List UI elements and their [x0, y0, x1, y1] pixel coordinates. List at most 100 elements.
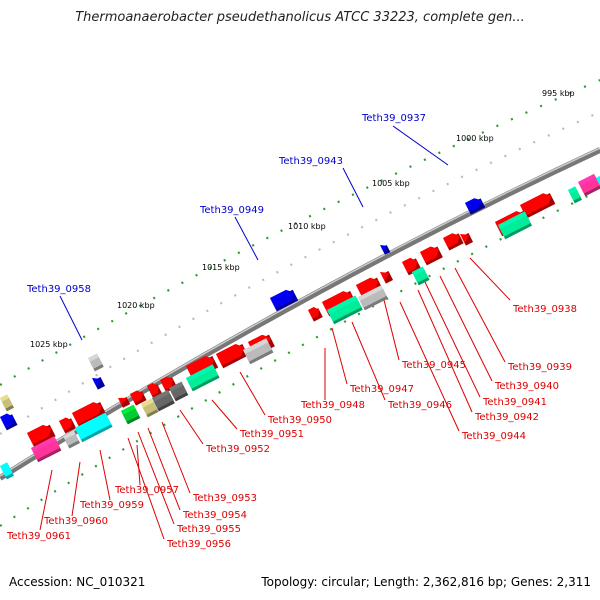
gene-feature[interactable] [568, 186, 582, 204]
gene-feature[interactable] [465, 196, 486, 215]
gene-label[interactable]: Teth39_0948 [300, 400, 365, 411]
gene-label[interactable]: Teth39_0957 [114, 485, 179, 496]
gene-feature[interactable] [118, 394, 131, 408]
gene-label[interactable]: Teth39_0944 [461, 431, 526, 442]
gene-feature[interactable] [88, 353, 104, 372]
scale-tick-label: 1025 kbp [30, 340, 68, 349]
gene-feature[interactable] [27, 422, 56, 448]
gene-feature[interactable] [308, 305, 323, 322]
scale-tick-label: 1005 kbp [372, 179, 410, 188]
gene-feature[interactable] [63, 430, 81, 449]
leader-line [39, 469, 53, 531]
gene-feature[interactable] [460, 230, 474, 246]
gene-feature[interactable] [443, 231, 464, 251]
gene-labels[interactable]: Teth39_0937 Teth39_0943 Teth39_0949 Teth39_… [6, 113, 577, 550]
gene-feature[interactable] [520, 190, 556, 219]
accession-text: Accession: NC_010321 [9, 575, 146, 589]
gene-label[interactable]: Teth39_0960 [43, 516, 108, 527]
leader-line [469, 257, 511, 301]
leader-line [439, 275, 493, 382]
gene-feature[interactable] [243, 338, 274, 365]
gene-feature[interactable] [0, 462, 14, 480]
leader-line [211, 399, 238, 430]
gene-feature[interactable] [169, 381, 189, 402]
gene-feature[interactable] [31, 436, 62, 463]
leader-line [136, 444, 141, 486]
scale-tick-label: 1015 kbp [202, 263, 240, 272]
gene-label[interactable]: Teth39_0937 [361, 113, 426, 124]
gene-label[interactable]: Teth39_0938 [512, 304, 577, 315]
gene-feature[interactable] [412, 266, 430, 286]
gene-feature[interactable] [420, 244, 443, 266]
leader-line [127, 437, 165, 540]
leader-line [331, 327, 348, 385]
leader-line [59, 295, 83, 341]
gene-feature[interactable] [121, 404, 141, 425]
leader-line [239, 371, 266, 416]
gene-label[interactable]: Teth39_0959 [79, 500, 144, 511]
gene-label[interactable]: Teth39_0958 [26, 284, 91, 295]
leader-line [71, 461, 81, 517]
gene-feature[interactable] [356, 275, 383, 299]
gene-feature[interactable] [216, 341, 249, 369]
scale-tick-label: 995 kbp [542, 89, 575, 98]
gene-feature[interactable] [130, 389, 147, 406]
gene-label[interactable]: Teth39_0951 [239, 429, 304, 440]
gene-feature[interactable] [380, 242, 391, 255]
gene-feature[interactable] [92, 374, 106, 390]
gene-label[interactable]: Teth39_0950 [267, 415, 332, 426]
outer-scale-track [0, 78, 600, 386]
gene-label[interactable]: Teth39_0955 [176, 524, 241, 535]
gene-feature[interactable] [358, 285, 388, 311]
leader-line [417, 289, 473, 413]
gene-label[interactable]: Teth39_0961 [6, 531, 71, 542]
leader-line [383, 299, 400, 361]
gene-features[interactable] [0, 173, 600, 480]
scale-tick-label: 1010 kbp [288, 222, 326, 231]
gene-feature[interactable] [0, 412, 18, 431]
gene-label[interactable]: Teth39_0952 [205, 444, 270, 455]
topology-text: Topology: circular; Length: 2,362,816 bp… [261, 575, 591, 589]
gene-label[interactable]: Teth39_0949 [199, 205, 264, 216]
gene-label[interactable]: Teth39_0953 [192, 493, 257, 504]
gene-label[interactable]: Teth39_0946 [387, 400, 452, 411]
leader-line [147, 427, 181, 511]
gene-feature[interactable] [578, 173, 600, 197]
gene-feature[interactable] [380, 268, 394, 284]
gene-label[interactable]: Teth39_0941 [482, 397, 547, 408]
gene-feature[interactable] [402, 256, 422, 276]
gene-label[interactable]: Teth39_0943 [278, 156, 343, 167]
gene-label[interactable]: Teth39_0947 [349, 384, 414, 395]
leader-line [392, 125, 449, 166]
gene-label[interactable]: Teth39_0939 [507, 362, 572, 373]
scale-ticks: 995 kbp 1000 kbp 1005 kbp 1010 kbp 1015 kbp 1… [30, 89, 575, 349]
scale-tick-label: 1020 kbp [117, 301, 155, 310]
gene-feature[interactable] [327, 295, 363, 325]
map-title: Thermoanaerobacter pseudethanolicus ATCC… [75, 10, 525, 25]
leader-line [99, 449, 111, 501]
gene-feature[interactable] [498, 211, 532, 240]
leader-line [424, 281, 481, 398]
leader-line [179, 409, 204, 445]
gene-label[interactable]: Teth39_0956 [166, 539, 231, 550]
gene-feature[interactable] [186, 364, 220, 392]
gene-feature[interactable] [59, 416, 77, 434]
gene-feature[interactable] [0, 394, 14, 412]
gene-feature[interactable] [141, 398, 159, 418]
gene-feature[interactable] [72, 399, 106, 428]
leader-line [351, 321, 386, 401]
scale-tick-label: 1000 kbp [456, 134, 494, 143]
leader-line [137, 431, 175, 525]
gene-label[interactable]: Teth39_0940 [494, 381, 559, 392]
gene-feature[interactable] [152, 389, 175, 412]
gene-feature[interactable] [270, 287, 299, 312]
leader-line [454, 267, 506, 363]
gene-label[interactable]: Teth39_0954 [182, 510, 247, 521]
gene-label[interactable]: Teth39_0942 [474, 412, 539, 423]
gene-feature[interactable] [75, 412, 113, 443]
leader-line [399, 301, 460, 432]
leader-line [342, 167, 364, 208]
gene-label[interactable]: Teth39_0945 [401, 360, 466, 371]
leader-line [234, 216, 259, 261]
